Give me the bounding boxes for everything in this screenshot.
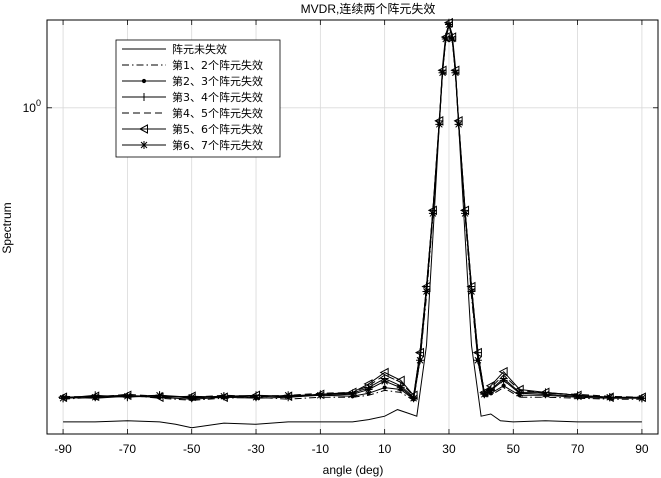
legend-label: 第5、6个阵元失效	[172, 122, 263, 136]
data-point	[486, 386, 495, 395]
legend-entry: 第3、4个阵元失效	[122, 90, 263, 104]
x-axis-title: angle (deg)	[323, 463, 384, 477]
data-point	[605, 393, 614, 402]
legend-box	[115, 39, 281, 158]
legend: 阵元未失效第1、2个阵元失效第2、3个阵元失效第3、4个阵元失效第4、5个阵元失…	[115, 39, 281, 158]
x-tick-label: 70	[571, 442, 585, 456]
data-point	[284, 391, 293, 400]
x-tick-label: -50	[183, 442, 201, 456]
data-point	[91, 393, 100, 402]
data-point	[396, 383, 405, 392]
y-axis: 100	[23, 98, 658, 115]
legend-label: 阵元未失效	[172, 42, 227, 56]
x-tick-label: 90	[635, 442, 649, 456]
plot-area-frame	[46, 19, 659, 435]
legend-label: 第4、5个阵元失效	[172, 106, 263, 120]
data-point	[428, 209, 437, 218]
data-point	[141, 78, 147, 84]
data-point	[637, 394, 646, 403]
data-point	[414, 347, 425, 358]
data-point	[123, 392, 132, 401]
x-tick-label: -10	[312, 442, 330, 456]
data-point	[187, 393, 196, 402]
y-axis-title: Spectrum	[0, 202, 14, 253]
y-tick-label: 100	[23, 98, 41, 115]
data-point	[138, 124, 148, 134]
series-line	[63, 22, 642, 429]
legend-entry: 第4、5个阵元失效	[122, 106, 263, 120]
data-point	[448, 35, 457, 44]
x-tick-label: 10	[378, 442, 392, 456]
data-point	[155, 391, 164, 400]
series-7	[59, 20, 646, 403]
data-point	[441, 35, 450, 44]
data-point	[380, 377, 389, 386]
data-point	[59, 394, 68, 403]
data-point	[140, 141, 148, 149]
data-point	[348, 390, 357, 399]
data-point	[541, 390, 550, 399]
data-point	[480, 390, 489, 399]
legend-entry: 第1、2个阵元失效	[122, 58, 263, 72]
data-point	[438, 68, 447, 77]
x-tick-label: 50	[507, 442, 521, 456]
legend-entry: 阵元未失效	[122, 42, 227, 56]
legend-label: 第1、2个阵元失效	[172, 58, 263, 72]
x-tick-label: 30	[442, 442, 456, 456]
data-point	[252, 393, 261, 402]
data-point	[382, 385, 387, 390]
data-point	[364, 385, 373, 394]
data-point	[416, 356, 425, 365]
x-tick-label: -70	[119, 442, 137, 456]
data-point	[499, 376, 508, 385]
data-point	[573, 392, 582, 401]
data-point	[379, 367, 389, 378]
data-point	[461, 209, 470, 218]
data-point	[140, 93, 148, 101]
legend-entry: 第2、3个阵元失效	[122, 74, 263, 88]
legend-label: 第2、3个阵元失效	[172, 74, 263, 88]
data-point	[451, 68, 460, 77]
data-point	[444, 20, 453, 29]
chart-title: MVDR,连续两个阵元失效	[301, 1, 436, 16]
legend-label: 第6、7个阵元失效	[172, 138, 263, 152]
data-point	[409, 394, 418, 403]
x-tick-label: -30	[247, 442, 265, 456]
x-axis: -90 -70 -50 -30 -10 10 30 50 70 90	[54, 20, 649, 456]
series-layer	[58, 17, 646, 429]
series-1	[63, 22, 642, 429]
data-point	[467, 287, 476, 296]
data-point	[501, 383, 506, 388]
data-point	[395, 375, 405, 386]
x-tick-label: -90	[54, 442, 72, 456]
legend-entry: 第6、7个阵元失效	[122, 138, 263, 152]
data-point	[473, 356, 482, 365]
legend-entry: 第5、6个阵元失效	[122, 122, 263, 136]
data-point	[219, 392, 228, 401]
data-point	[498, 366, 508, 377]
data-point	[422, 287, 431, 296]
data-point	[515, 389, 524, 398]
legend-label: 第3、4个阵元失效	[172, 90, 263, 104]
data-point	[454, 120, 463, 129]
data-point	[316, 391, 325, 400]
data-point	[435, 120, 444, 129]
